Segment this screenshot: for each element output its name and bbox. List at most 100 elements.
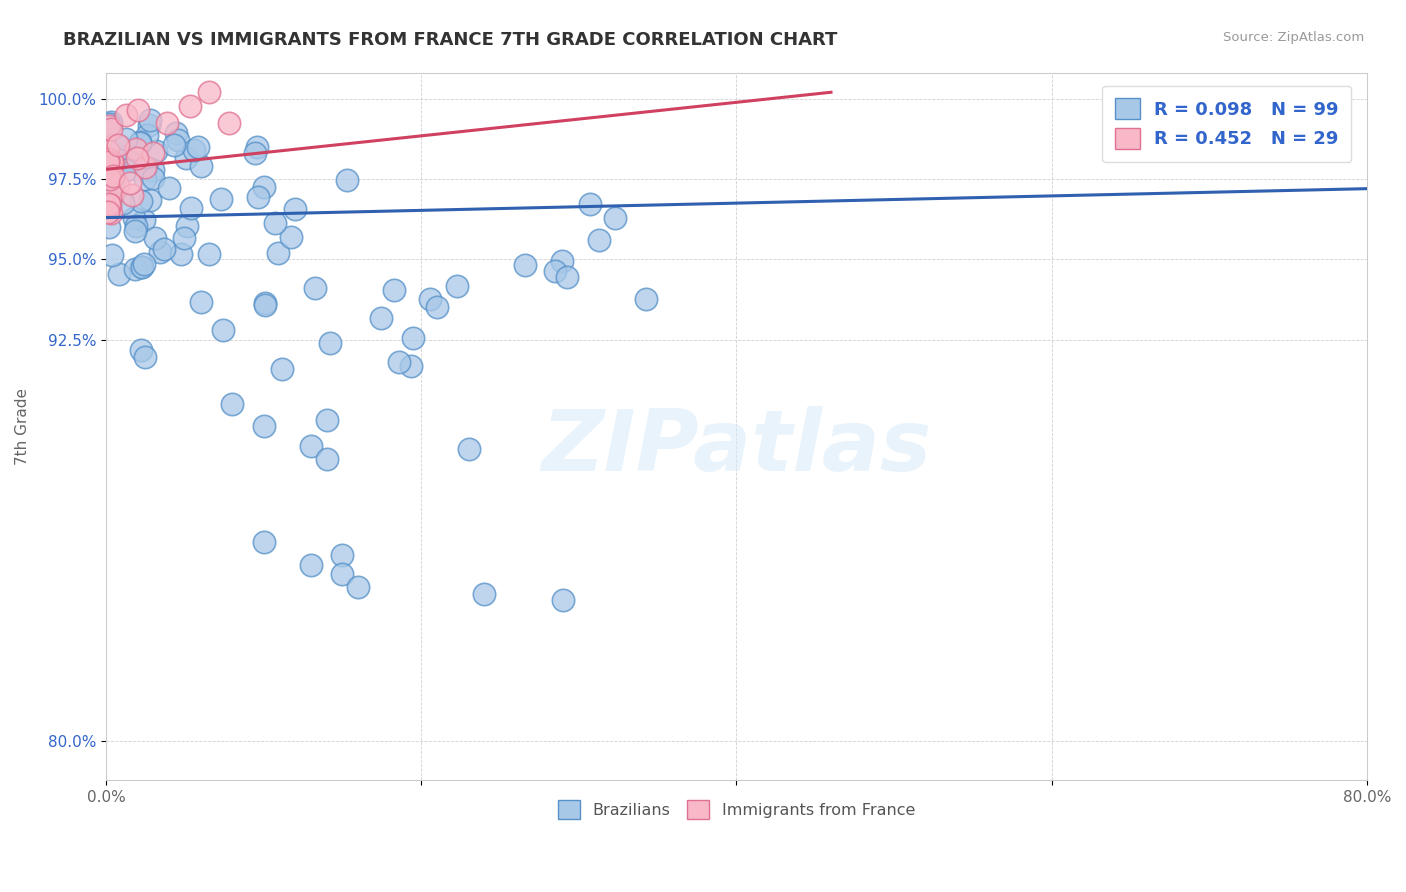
Text: ZIPatlas: ZIPatlas (541, 406, 932, 489)
Point (121, 187, 143, 202)
Point (100, 115, 122, 129)
Point (253, 179, 276, 194)
Y-axis label: 7th Grade: 7th Grade (15, 388, 30, 465)
Point (388, 355, 411, 369)
Point (114, 132, 136, 146)
Point (115, 108, 138, 122)
Point (110, 140, 132, 154)
Point (162, 137, 184, 152)
Point (212, 323, 235, 337)
Point (125, 142, 148, 156)
Point (97, 204, 120, 219)
Point (315, 413, 337, 427)
Point (457, 442, 479, 456)
Point (253, 297, 276, 311)
Point (550, 254, 572, 268)
Point (134, 351, 156, 365)
Point (129, 343, 152, 357)
Point (263, 216, 285, 230)
Point (603, 211, 626, 225)
Point (253, 535, 276, 549)
Point (115, 162, 138, 177)
Point (382, 283, 405, 297)
Point (125, 151, 148, 165)
Point (100, 121, 122, 136)
Point (145, 144, 167, 158)
Point (100, 206, 122, 220)
Point (127, 103, 149, 118)
Point (551, 593, 574, 607)
Point (104, 185, 127, 199)
Point (100, 161, 122, 175)
Point (142, 170, 165, 185)
Point (299, 558, 322, 572)
Point (190, 294, 212, 309)
Point (271, 362, 294, 376)
Point (124, 261, 146, 276)
Point (246, 190, 269, 204)
Point (173, 231, 195, 245)
Point (209, 192, 232, 206)
Point (588, 233, 610, 247)
Point (280, 230, 302, 244)
Point (198, 85, 221, 99)
Point (122, 211, 145, 225)
Point (98, 119, 121, 133)
Point (143, 230, 166, 244)
Point (101, 156, 124, 170)
Point (129, 194, 152, 208)
Point (98, 198, 121, 212)
Point (634, 293, 657, 307)
Point (101, 154, 124, 169)
Point (107, 137, 129, 152)
Point (174, 152, 197, 166)
Text: Source: ZipAtlas.com: Source: ZipAtlas.com (1223, 31, 1364, 45)
Point (180, 201, 202, 215)
Point (118, 176, 141, 190)
Point (446, 279, 468, 293)
Text: BRAZILIAN VS IMMIGRANTS FROM FRANCE 7TH GRADE CORRELATION CHART: BRAZILIAN VS IMMIGRANTS FROM FRANCE 7TH … (63, 31, 838, 49)
Point (253, 419, 276, 434)
Point (107, 267, 129, 281)
Point (142, 162, 165, 177)
Point (284, 202, 307, 216)
Point (221, 397, 243, 411)
Point (579, 196, 602, 211)
Point (98, 117, 121, 131)
Point (299, 439, 322, 453)
Point (98, 220, 121, 235)
Point (555, 269, 578, 284)
Point (419, 292, 441, 306)
Point (426, 300, 449, 314)
Point (101, 186, 124, 201)
Point (183, 144, 205, 158)
Point (197, 247, 219, 261)
Point (319, 335, 342, 350)
Point (472, 586, 495, 600)
Point (134, 172, 156, 186)
Point (97, 197, 120, 211)
Legend: Brazilians, Immigrants from France: Brazilians, Immigrants from France (551, 794, 921, 825)
Point (166, 133, 188, 147)
Point (117, 149, 139, 163)
Point (187, 140, 209, 154)
Point (132, 257, 155, 271)
Point (1246, 92, 1268, 106)
Point (135, 160, 157, 174)
Point (401, 331, 423, 345)
Point (304, 281, 326, 295)
Point (136, 128, 159, 142)
Point (97, 144, 120, 158)
Point (332, 567, 354, 582)
Point (98, 172, 121, 186)
Point (131, 260, 153, 274)
Point (101, 248, 124, 262)
Point (176, 219, 198, 233)
Point (153, 242, 176, 256)
Point (138, 193, 160, 207)
Point (128, 136, 150, 151)
Point (156, 116, 179, 130)
Point (129, 260, 152, 274)
Point (138, 118, 160, 132)
Point (253, 296, 276, 310)
